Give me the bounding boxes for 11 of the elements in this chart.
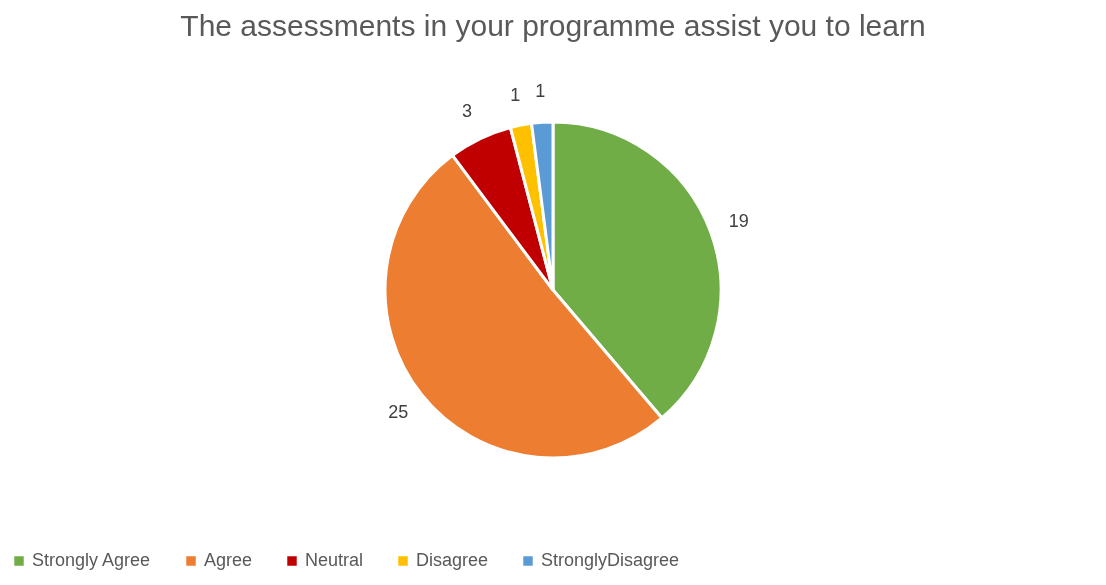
legend-label: Disagree (416, 550, 489, 570)
legend-label: StronglyDisagree (541, 550, 680, 570)
legend-label: Agree (204, 550, 253, 570)
data-label: 3 (462, 100, 473, 121)
data-label: 25 (388, 402, 409, 423)
data-label: 19 (728, 210, 749, 231)
data-label: 1 (535, 81, 546, 102)
legend-label: Strongly Agree (32, 550, 151, 570)
data-label: 1 (510, 84, 521, 105)
legend-label: Neutral (305, 550, 364, 570)
chart-title: The assessments in your programme assist you to learn (180, 9, 926, 42)
